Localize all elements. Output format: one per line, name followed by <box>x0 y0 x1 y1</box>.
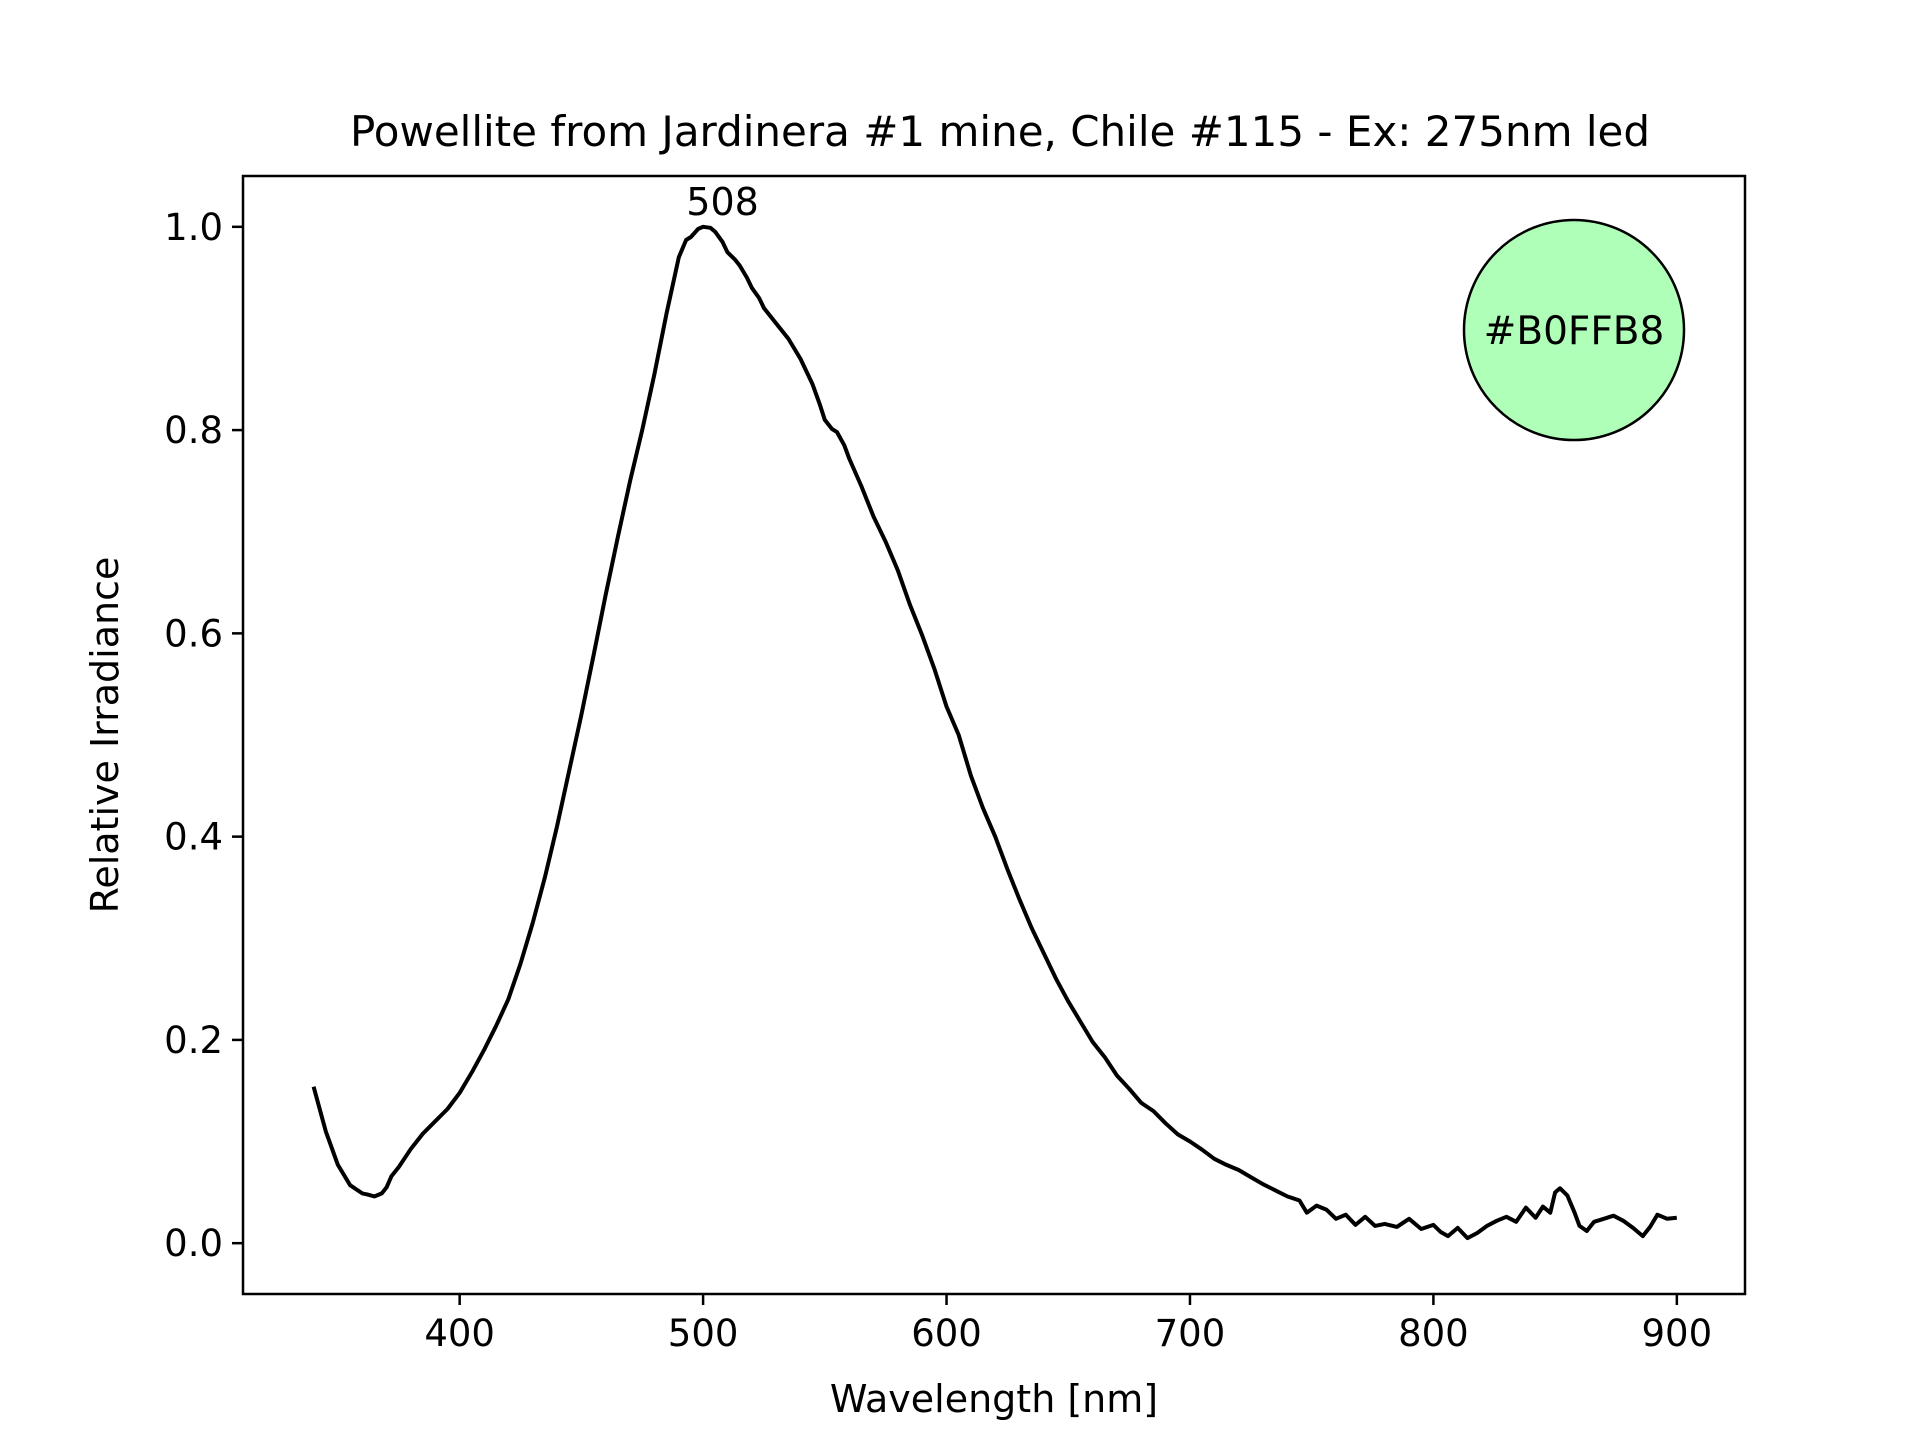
x-axis-ticks: 400 500 600 700 800 900 <box>424 1294 1712 1355</box>
x-tick-label: 800 <box>1398 1312 1469 1355</box>
color-swatch-label: #B0FFB8 <box>1484 309 1665 354</box>
y-tick-label: 1.0 <box>164 206 223 249</box>
y-axis-ticks: 0.0 0.2 0.4 0.6 0.8 1.0 <box>164 206 243 1265</box>
x-tick-label: 900 <box>1642 1312 1713 1355</box>
x-tick-label: 600 <box>911 1312 982 1355</box>
chart-title: Powellite from Jardinera #1 mine, Chile … <box>350 107 1650 156</box>
color-swatch: #B0FFB8 <box>1462 218 1686 442</box>
emission-spectrum-line <box>311 224 1678 1241</box>
x-tick-label: 400 <box>424 1312 495 1355</box>
y-axis-label: Relative Irradiance <box>83 557 127 914</box>
axes-frame <box>241 174 1747 1296</box>
x-tick-label: 500 <box>668 1312 739 1355</box>
y-tick-label: 0.2 <box>164 1019 223 1062</box>
x-tick-label: 700 <box>1155 1312 1226 1355</box>
y-tick-label: 0.4 <box>164 816 223 859</box>
y-tick-label: 0.6 <box>164 612 223 655</box>
x-axis-label: Wavelength [nm] <box>830 1377 1158 1421</box>
y-tick-label: 0.0 <box>164 1222 223 1265</box>
plot-area: 400 500 600 700 800 900 0.0 0.2 0.4 0.6 0.8 1.0 50… <box>164 174 1747 1355</box>
peak-wavelength-label: 508 <box>686 180 759 224</box>
color-swatch-circle <box>1462 218 1686 442</box>
y-tick-label: 0.8 <box>164 409 223 452</box>
